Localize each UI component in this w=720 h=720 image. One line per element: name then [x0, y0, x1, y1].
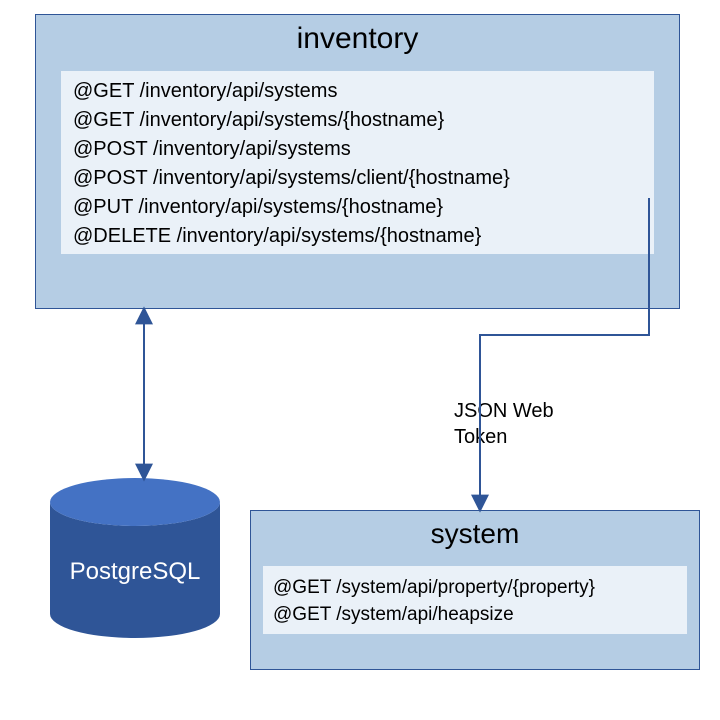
- jwt-edge-label-line2: Token: [454, 424, 554, 450]
- inventory-endpoint: @DELETE /inventory/api/systems/{hostname…: [73, 222, 654, 251]
- postgresql-db-icon: PostgreSQL: [50, 478, 220, 638]
- inventory-endpoint: @PUT /inventory/api/systems/{hostname}: [73, 193, 654, 222]
- inventory-endpoint: @GET /inventory/api/systems: [73, 77, 654, 106]
- inventory-title: inventory: [35, 22, 680, 56]
- inventory-endpoint: @POST /inventory/api/systems: [73, 135, 654, 164]
- inventory-endpoint: @GET /inventory/api/systems/{hostname}: [73, 106, 654, 135]
- inventory-endpoint: @POST /inventory/api/systems/client/{hos…: [73, 164, 654, 193]
- system-endpoint: @GET /system/api/heapsize: [273, 601, 687, 628]
- system-endpoint: @GET /system/api/property/{property}: [273, 574, 687, 601]
- jwt-edge-label-line1: JSON Web: [454, 398, 554, 424]
- inventory-endpoints-box: @GET /inventory/api/systems@GET /invento…: [60, 70, 655, 255]
- system-endpoints-box: @GET /system/api/property/{property}@GET…: [262, 565, 688, 635]
- jwt-edge-label: JSON Web Token: [454, 398, 554, 450]
- system-title: system: [250, 518, 700, 550]
- db-label: PostgreSQL: [50, 558, 220, 586]
